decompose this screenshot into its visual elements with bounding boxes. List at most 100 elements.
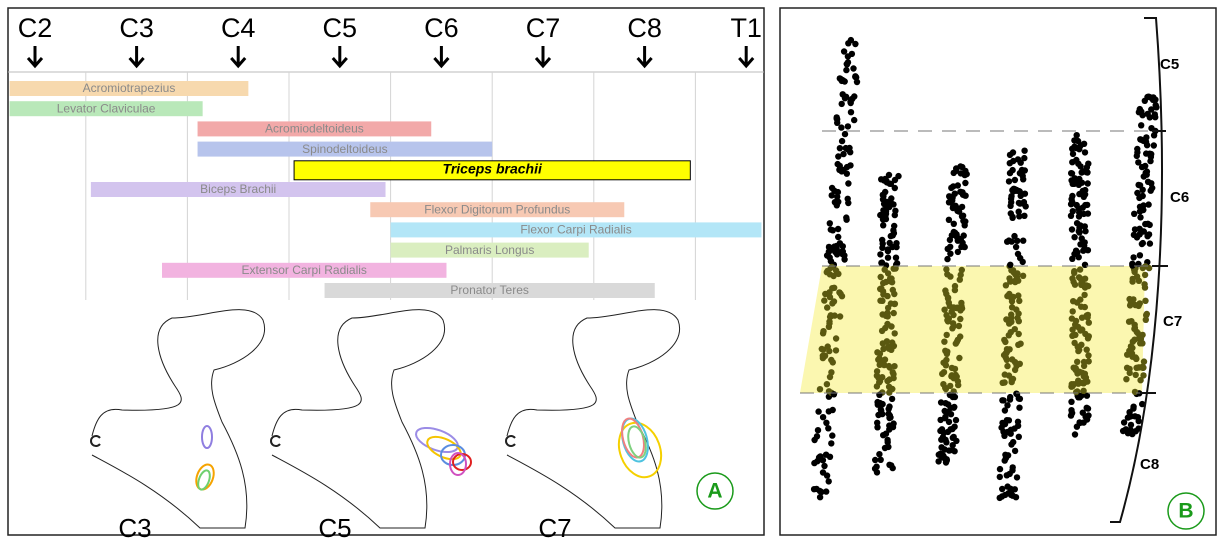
dot [843,66,850,74]
dot [826,373,834,381]
dot [838,293,846,300]
muscle-label: Biceps Brachii [200,182,276,196]
dot [1146,221,1153,229]
dot [1009,464,1016,471]
segment-label: C8 [1140,456,1159,473]
dot [852,40,859,48]
dot [1069,275,1076,282]
dot [841,130,849,138]
dot [1072,247,1080,254]
dot [841,78,848,85]
dot [1078,169,1085,176]
muscle-bar [90,182,386,197]
dot [882,324,889,332]
dot [1007,430,1014,437]
dot [1007,210,1014,217]
dot [1127,426,1134,434]
dot [1133,152,1141,160]
segment-label: C5 [323,13,358,43]
dot [953,231,960,238]
section-outline [91,309,266,529]
dot [835,153,842,160]
dot [1130,403,1137,410]
dot [823,381,831,388]
dot [890,201,897,208]
dot [882,213,889,221]
dot [941,306,948,313]
dot [830,391,838,398]
dot [1081,261,1089,268]
dot [831,199,839,206]
dot [1126,302,1134,309]
dot [1132,354,1139,361]
dot [1015,433,1022,440]
dot [816,386,824,393]
dot [1141,271,1149,279]
muscle-label: Acromiotrapezius [83,81,176,95]
dot [828,263,835,271]
dot [1021,147,1028,154]
dot [1150,142,1158,149]
dot [1067,212,1075,219]
segment-arrow [128,46,145,69]
dot [820,346,827,353]
dot [1084,405,1092,412]
dot [841,256,848,263]
dot [1005,178,1013,185]
dot [954,248,962,256]
segment-label: C6 [1170,189,1189,206]
dot [823,252,831,259]
dot [825,478,832,485]
dot [840,48,848,55]
dot [831,243,838,250]
dot [880,200,888,208]
dot [843,60,850,68]
panel-badge [1167,492,1205,530]
dot [1003,472,1010,479]
dot [893,260,901,267]
dot [1004,238,1011,245]
dot [962,179,969,187]
dot [851,116,858,124]
dot [877,273,884,281]
dot [1149,184,1156,192]
dot [1021,154,1028,162]
dot [1131,388,1139,396]
dot [891,184,898,192]
dot [824,267,831,275]
dot [842,144,849,152]
dot [1001,407,1009,414]
dot [835,270,842,278]
dot [949,434,956,441]
dot [1009,356,1016,363]
muscle-bar [324,283,655,298]
dot [850,65,857,72]
dot [1081,242,1088,249]
dot [885,345,893,352]
dot [834,193,841,200]
dot [1001,336,1008,344]
dot [1078,392,1085,399]
dot [954,378,962,385]
dot [819,414,827,421]
dot [941,407,948,415]
dot [952,371,959,379]
dot [832,335,840,342]
dot [1011,425,1018,432]
dot [1083,346,1090,353]
dot [941,446,948,453]
dot [1141,97,1149,105]
dot [947,250,954,257]
dot [1138,163,1146,171]
dot [835,233,842,241]
dot [884,377,891,385]
dot [830,272,837,280]
dot [944,271,951,278]
dot [1069,255,1076,262]
dot [1146,240,1154,247]
dot [1128,318,1135,325]
dot [829,227,836,234]
dot [1004,402,1011,409]
dot [1008,238,1015,245]
dot [1130,254,1137,261]
